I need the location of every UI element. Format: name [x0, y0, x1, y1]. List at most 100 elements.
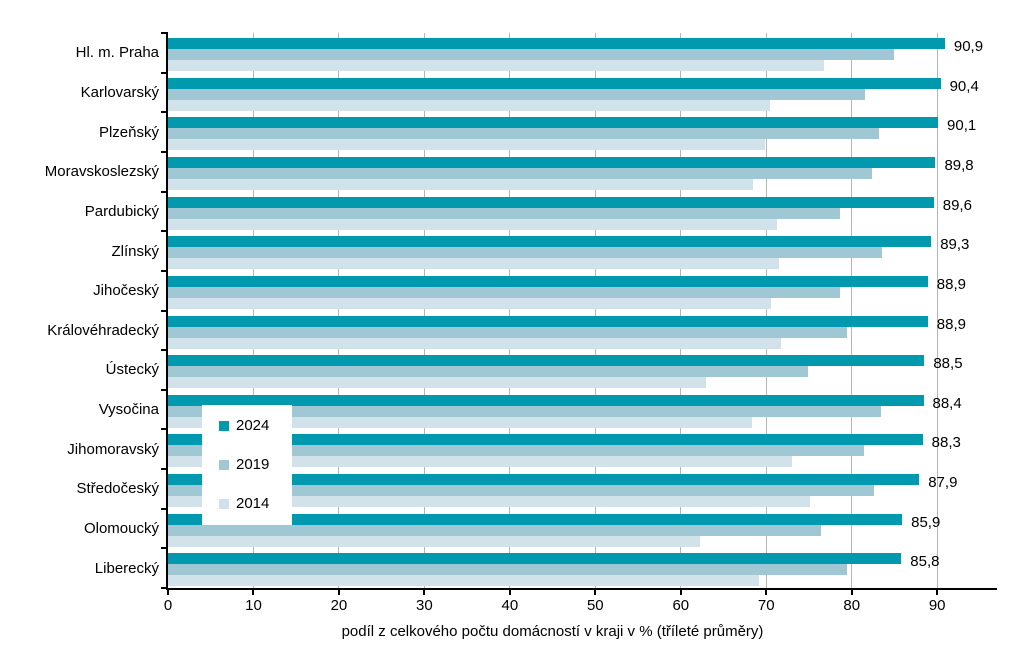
bar-2014 [168, 496, 810, 508]
x-axis-tick [850, 588, 853, 595]
bar-2024 [168, 156, 936, 168]
legend-item-2024: 2024 [202, 418, 292, 433]
legend-item-2014: 2014 [202, 496, 292, 511]
gridline-70 [765, 33, 767, 588]
category-label: Karlovarský [80, 83, 159, 101]
legend-item-2019: 2019 [202, 457, 292, 472]
x-tick-label: 50 [586, 597, 604, 614]
gridline-50 [594, 33, 596, 588]
bar-2019 [168, 247, 883, 259]
category-label: Vysočina [98, 401, 159, 419]
value-label: 88,9 [936, 275, 966, 293]
x-axis-tick [679, 588, 682, 595]
bar-2019 [168, 286, 840, 298]
bar-2019 [168, 445, 864, 457]
value-label: 89,3 [940, 236, 970, 254]
gridline-30 [423, 33, 425, 588]
bar-2014 [168, 139, 765, 151]
category-label: Středočeský [76, 480, 159, 498]
bar-2014 [168, 297, 772, 309]
bar-2019 [168, 405, 881, 417]
value-label: 90,4 [949, 77, 979, 95]
y-axis-tick [161, 547, 168, 550]
x-axis-tick [765, 588, 768, 595]
bar-2014 [168, 258, 780, 270]
category-label: Jihomoravský [67, 440, 159, 458]
legend: 2024 2019 2014 [202, 405, 292, 525]
bar-2024 [168, 474, 920, 486]
bar-2019 [168, 207, 840, 219]
x-axis-tick [167, 588, 169, 595]
x-tick-label: 90 [928, 597, 946, 614]
category-label: Královéhradecký [47, 321, 159, 339]
x-tick-label: 40 [501, 597, 519, 614]
y-axis-tick [161, 507, 168, 510]
gridline-90 [936, 33, 938, 588]
y-axis-tick [161, 388, 168, 391]
x-axis-tick [936, 588, 939, 595]
gridline-40 [509, 33, 511, 588]
bar-2014 [168, 218, 778, 230]
category-label: Liberecký [94, 559, 159, 577]
value-label: 87,9 [928, 474, 958, 492]
category-label: Plzeňský [98, 123, 159, 141]
category-label: Jihočeský [93, 282, 159, 300]
legend-label-2024: 2024 [236, 417, 270, 434]
bar-2024 [168, 38, 945, 49]
bar-2024 [168, 394, 924, 406]
bar-2014 [168, 99, 770, 111]
y-axis-tick [161, 230, 168, 233]
y-axis-tick [161, 428, 168, 431]
bar-2019 [168, 128, 880, 140]
bar-2019 [168, 524, 821, 536]
y-axis-line [166, 33, 168, 590]
value-label: 88,4 [932, 394, 962, 412]
category-label: Pardubický [84, 202, 159, 220]
bar-2024 [168, 196, 934, 208]
value-label: 88,5 [933, 355, 963, 373]
bar-2019 [168, 49, 895, 60]
y-axis-tick [161, 111, 168, 114]
legend-swatch-2024 [219, 420, 229, 431]
bar-2014 [168, 178, 754, 190]
category-label: Hl. m. Praha [75, 44, 159, 62]
bar-2019 [168, 88, 866, 100]
category-label: Moravskoslezský [44, 163, 159, 181]
value-label: 85,9 [911, 513, 941, 531]
bar-2014 [168, 337, 781, 349]
y-axis-tick [161, 587, 168, 589]
value-label: 88,3 [931, 434, 961, 452]
legend-label-2014: 2014 [236, 495, 270, 512]
y-axis-tick [161, 269, 168, 272]
x-tick-label: 60 [672, 597, 690, 614]
value-label: 89,6 [942, 196, 972, 214]
bar-2014 [168, 377, 707, 389]
x-axis-tick [252, 588, 255, 595]
bar-2024 [168, 434, 923, 446]
bar-2019 [168, 167, 873, 179]
bar-2019 [168, 485, 874, 497]
y-axis-tick [161, 71, 168, 74]
x-axis-tick [337, 588, 340, 595]
y-axis-tick [161, 349, 168, 352]
category-label: Olomoucký [83, 520, 159, 538]
y-axis-tick [161, 190, 168, 193]
bar-2024 [168, 513, 903, 525]
bar-2024 [168, 355, 925, 367]
value-label: 90,1 [947, 117, 977, 135]
y-axis-tick [161, 309, 168, 312]
x-tick-label: 70 [757, 597, 775, 614]
x-axis-tick [423, 588, 426, 595]
bar-2014 [168, 60, 825, 71]
gridline-60 [680, 33, 682, 588]
legend-label-2019: 2019 [236, 456, 270, 473]
x-axis-title: podíl z celkového počtu domácností v kra… [341, 623, 764, 640]
bar-2014 [168, 456, 792, 468]
value-label: 89,8 [944, 156, 974, 174]
bar-2019 [168, 564, 848, 576]
bar-2014 [168, 575, 759, 587]
y-axis-tick [161, 150, 168, 153]
value-label: 85,8 [910, 553, 940, 571]
bar-2024 [168, 77, 941, 89]
